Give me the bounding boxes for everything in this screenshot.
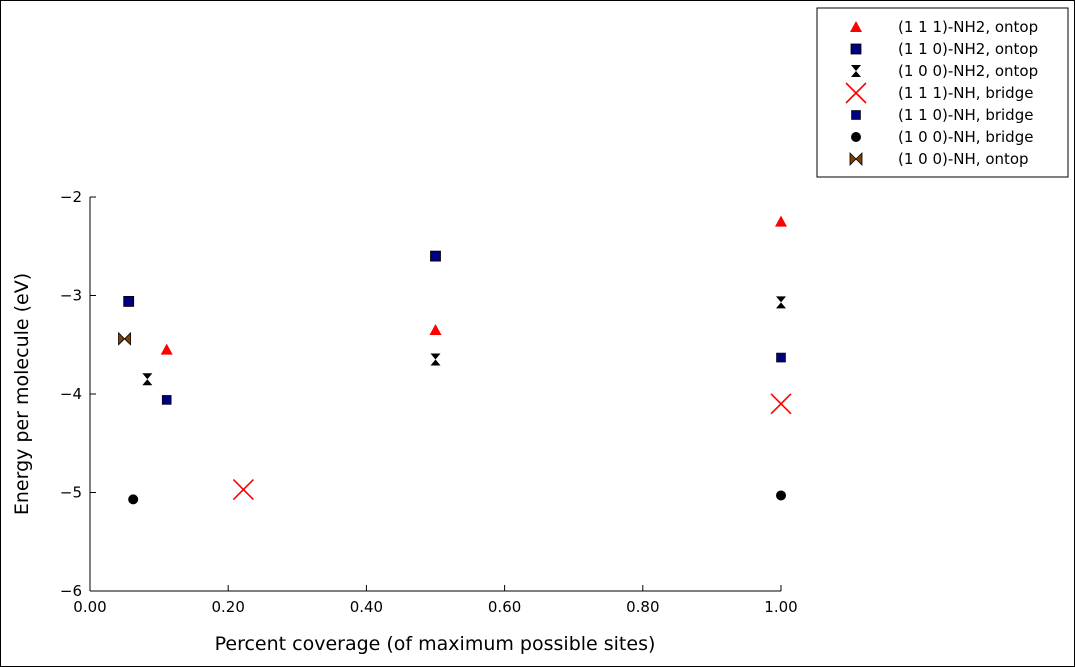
legend-marker-3-stroke-b xyxy=(845,82,867,104)
data-point-s3-p1 xyxy=(770,393,792,415)
legend-marker-6-right xyxy=(855,152,863,166)
data-point-s4-p0-shape xyxy=(161,395,172,405)
data-points xyxy=(118,215,792,505)
legend-marker-0 xyxy=(850,21,862,32)
data-point-s1-p0 xyxy=(123,296,135,307)
x-tick-label: 0.60 xyxy=(488,598,521,616)
x-tick-label: 0.80 xyxy=(626,598,659,616)
x-tick-label: 0.40 xyxy=(350,598,383,616)
data-point-s6-p0 xyxy=(118,331,131,346)
data-point-s2-p2 xyxy=(776,296,786,309)
data-point-s5-p1 xyxy=(776,490,786,501)
y-tick-label: −6 xyxy=(60,582,82,600)
legend-marker-3 xyxy=(845,82,867,104)
legend-marker-5-shape xyxy=(851,132,861,142)
legend-entry-3: (1 1 1)-NH, bridge xyxy=(898,84,1033,102)
data-point-s2-p0-shape xyxy=(142,373,153,386)
data-point-s1-p1-shape xyxy=(430,250,441,262)
x-ticks: 0.00 0.20 0.40 0.60 0.80 1.00 xyxy=(73,585,798,616)
legend-entry-0: (1 1 1)-NH2, ontop xyxy=(898,18,1038,36)
legend-marker-4-shape xyxy=(851,110,861,120)
legend-marker-6-left xyxy=(849,152,857,166)
legend-marker-2-shape xyxy=(851,65,861,77)
data-point-s4-p0 xyxy=(161,395,172,405)
data-point-s5-p0 xyxy=(128,494,139,505)
data-point-s4-p1 xyxy=(776,352,786,363)
data-point-s3-p1-stroke-b xyxy=(770,393,792,415)
data-point-s2-p2-shape xyxy=(776,296,786,309)
y-axis-title: Energy per molecule (eV) xyxy=(11,273,33,515)
data-point-s0-p1-shape xyxy=(429,323,442,335)
legend-marker-5 xyxy=(851,132,861,142)
data-point-s2-p1-shape xyxy=(430,353,441,366)
y-tick-label: −5 xyxy=(60,484,82,502)
legend-entry-4: (1 1 0)-NH, bridge xyxy=(898,106,1033,124)
data-point-s2-p0 xyxy=(142,373,153,386)
legend-marker-2 xyxy=(851,65,861,77)
data-point-s0-p0 xyxy=(160,343,173,355)
legend-marker-0-shape xyxy=(850,21,862,32)
data-point-s6-p0-right xyxy=(123,331,131,346)
data-point-s2-p1 xyxy=(430,353,441,366)
data-point-s5-p0-shape xyxy=(128,494,139,505)
y-tick-label: −3 xyxy=(60,287,82,305)
legend-marker-1 xyxy=(850,43,862,55)
legend-entry-6: (1 0 0)-NH, ontop xyxy=(898,150,1029,168)
data-point-s6-p0-left xyxy=(118,331,126,346)
legend-marker-6 xyxy=(849,152,863,166)
data-point-s5-p1-shape xyxy=(776,490,786,501)
data-point-s0-p2-shape xyxy=(775,215,787,227)
data-point-s4-p1-shape xyxy=(776,352,786,363)
x-axis-title: Percent coverage (of maximum possible si… xyxy=(215,633,656,655)
y-tick-label: −4 xyxy=(60,385,82,403)
legend-marker-1-shape xyxy=(850,43,862,55)
legend: (1 1 1)-NH2, ontop (1 1 0)-NH2, ontop (1 0… xyxy=(816,7,1069,178)
data-point-s0-p2 xyxy=(775,215,787,227)
legend-entry-2: (1 0 0)-NH2, ontop xyxy=(898,62,1038,80)
y-tick-label: −2 xyxy=(60,188,82,206)
data-point-s3-p0-stroke-b xyxy=(232,478,254,501)
x-tick-label: 0.20 xyxy=(211,598,244,616)
y-ticks: −6 −5 −4 −3 −2 xyxy=(60,188,96,600)
data-point-s3-p0 xyxy=(232,478,254,501)
data-point-s0-p1 xyxy=(429,323,442,335)
data-point-s1-p1 xyxy=(430,250,441,262)
legend-box xyxy=(816,7,1069,178)
data-point-s0-p0-shape xyxy=(160,343,173,355)
x-tick-label: 1.00 xyxy=(764,598,797,616)
data-point-s1-p0-shape xyxy=(123,296,135,307)
legend-entry-1: (1 1 0)-NH2, ontop xyxy=(898,40,1038,58)
x-tick-label: 0.00 xyxy=(73,598,106,616)
legend-marker-4 xyxy=(851,110,861,120)
legend-entry-5: (1 0 0)-NH, bridge xyxy=(898,128,1033,146)
